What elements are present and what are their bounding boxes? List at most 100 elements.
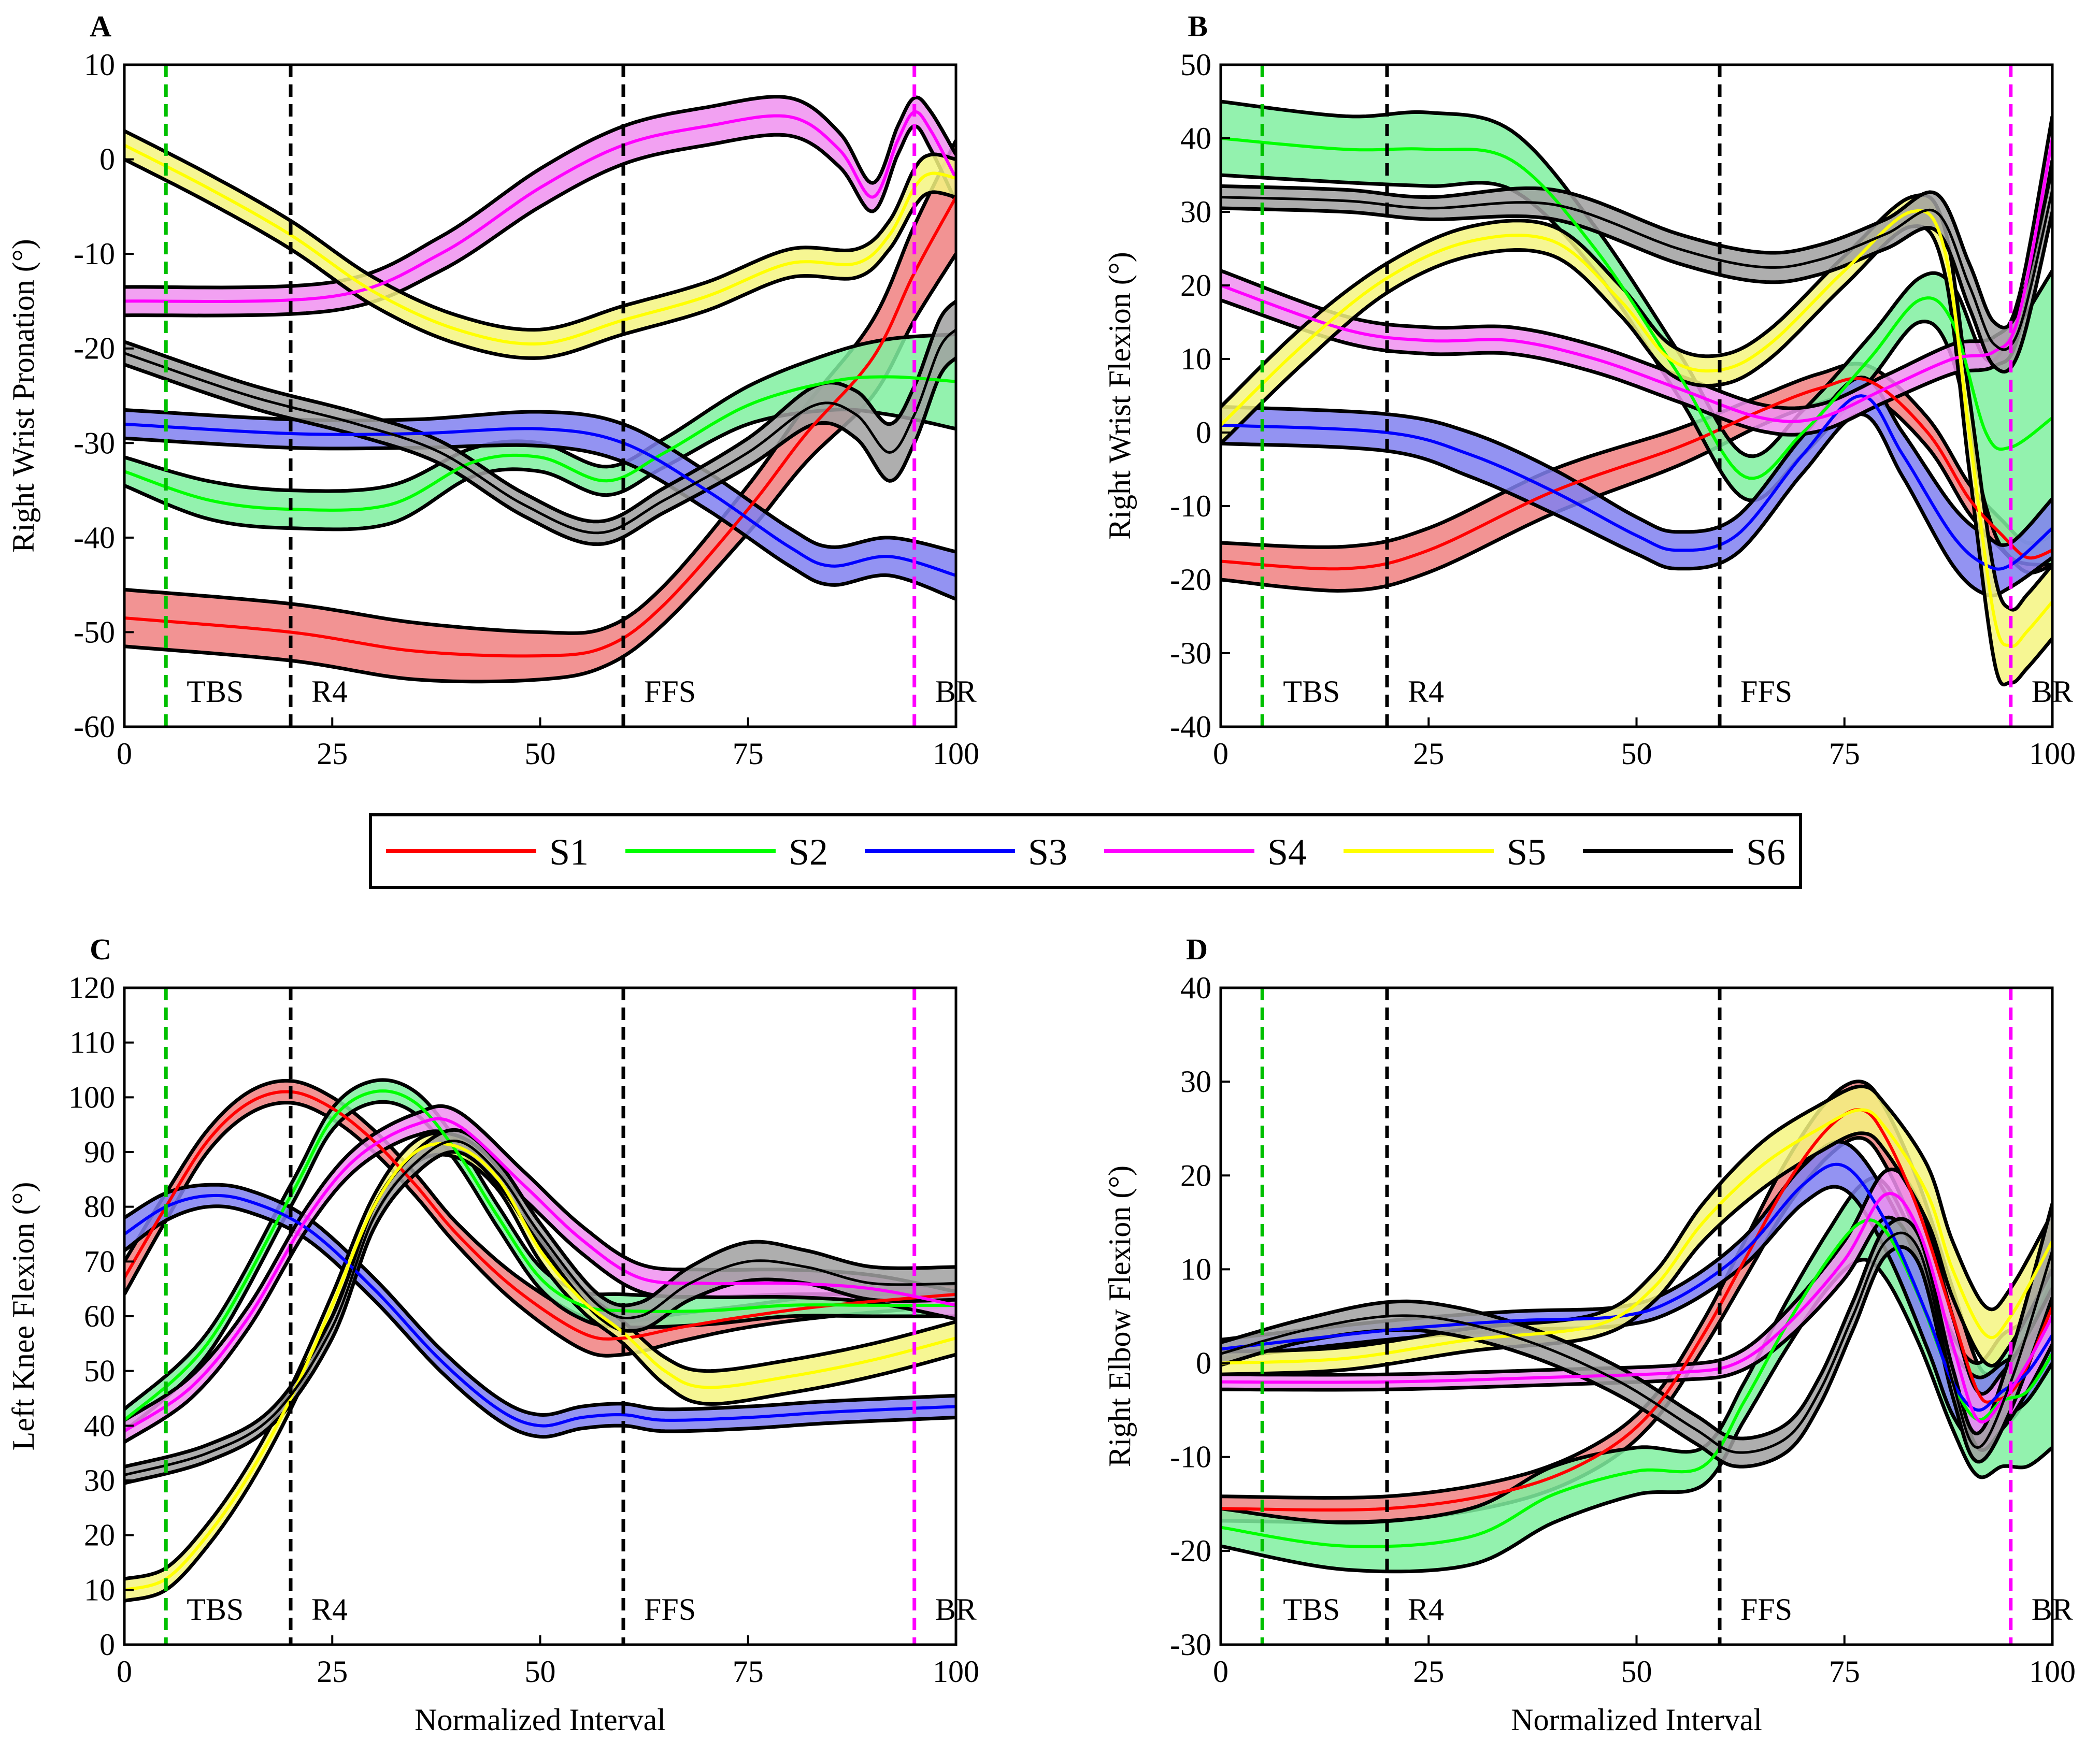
y-tick-label: 110 <box>69 1026 115 1060</box>
panel-letter: D <box>1186 932 1208 966</box>
mean-line-s6 <box>124 328 956 535</box>
x-tick-label: 75 <box>733 737 764 771</box>
legend-label: S6 <box>1746 831 1785 873</box>
y-tick-label: 60 <box>84 1299 115 1333</box>
x-tick-label: 100 <box>2029 1654 2076 1689</box>
legend-entry-s1: S1 <box>386 831 589 873</box>
band-lower-edge-s6 <box>1221 1245 2052 1469</box>
band-s6 <box>124 1130 956 1484</box>
band-s4 <box>1221 116 2052 435</box>
band-upper-edge-s3 <box>1221 1140 2052 1379</box>
band-lower-edge-s5 <box>124 157 956 360</box>
legend-entry-s6: S6 <box>1583 831 1785 873</box>
event-label-ffs: FFS <box>644 674 696 709</box>
event-label-tbs: TBS <box>187 1592 244 1627</box>
y-tick-label: 50 <box>84 1354 115 1388</box>
mean-line-s1 <box>1221 1108 2052 1512</box>
x-tick-label: 25 <box>317 737 348 771</box>
band-lower-edge-s3 <box>124 1204 956 1439</box>
legend-entry-s3: S3 <box>865 831 1067 873</box>
y-tick-label: -50 <box>74 615 115 649</box>
band-s1 <box>1221 364 2052 591</box>
band-upper-edge-s3 <box>124 1183 956 1417</box>
y-tick-label: 80 <box>84 1190 115 1224</box>
legend: S1 S2 S3 S4 S5 S6 <box>369 813 1802 889</box>
series-group <box>1221 1080 2052 1574</box>
band-s3 <box>1221 377 2052 596</box>
x-tick-label: 25 <box>1413 1654 1444 1689</box>
y-tick-label: -30 <box>1170 1628 1211 1662</box>
mean-line-s5 <box>1221 209 2052 648</box>
y-tick-label: 10 <box>1180 1252 1211 1286</box>
x-tick-label: 0 <box>117 737 132 771</box>
band-lower-edge-s1 <box>124 1101 956 1358</box>
panel-c: TBS R4 FFS BR0 25 50 75 10001020304050607080901… <box>6 932 979 1737</box>
mean-line-s4 <box>1221 1192 2052 1424</box>
legend-label: S4 <box>1267 831 1307 873</box>
panel-letter: A <box>90 9 111 43</box>
band-lower-edge-s6 <box>1221 206 2052 374</box>
y-tick-label: 0 <box>99 1628 115 1662</box>
y-tick-label: -10 <box>1170 489 1211 523</box>
band-upper-edge-s5 <box>124 129 956 332</box>
x-tick-label: 25 <box>317 1654 348 1689</box>
band-upper-edge-s5 <box>1221 193 2052 612</box>
y-tick-label: 40 <box>1180 121 1211 155</box>
mean-line-s6 <box>1221 1231 2052 1454</box>
event-label-tbs: TBS <box>1283 1592 1340 1627</box>
x-tick-label: 75 <box>1829 1654 1860 1689</box>
y-tick-label: 0 <box>1196 415 1211 450</box>
mean-line-s4 <box>1221 138 2052 423</box>
band-upper-edge-s4 <box>124 95 956 290</box>
y-axis-label: Left Knee Flexion (°) <box>6 1182 40 1451</box>
band-lower-edge-s2 <box>124 1100 956 1433</box>
y-tick-label: 10 <box>1180 342 1211 376</box>
x-tick-label: 50 <box>1621 1654 1652 1689</box>
event-label-r4: R4 <box>1408 1592 1444 1627</box>
mean-line-s6 <box>124 1139 956 1476</box>
band-upper-edge-s2 <box>124 332 956 493</box>
band-s5 <box>124 1132 956 1601</box>
x-tick-label: 50 <box>525 737 556 771</box>
band-upper-edge-s6 <box>124 299 956 524</box>
x-tick-label: 50 <box>525 1654 556 1689</box>
y-axis-label: Right Elbow Flexion (°) <box>1103 1166 1137 1467</box>
mean-line-s3 <box>124 422 956 577</box>
y-axis-label: Right Wrist Pronation (°) <box>6 239 40 552</box>
event-label-r4: R4 <box>311 1592 348 1627</box>
band-s1 <box>124 1081 956 1356</box>
panel-letter: B <box>1188 9 1208 43</box>
y-tick-label: -30 <box>1170 636 1211 670</box>
band-lower-edge-s5 <box>124 1153 956 1603</box>
y-tick-label: 40 <box>84 1408 115 1443</box>
legend-label: S2 <box>789 831 828 873</box>
legend-entry-s2: S2 <box>625 831 828 873</box>
band-s2 <box>124 334 956 529</box>
y-tick-label: -40 <box>74 521 115 555</box>
x-tick-label: 0 <box>117 1654 132 1689</box>
legend-entry-s5: S5 <box>1344 831 1546 873</box>
x-axis-label: Normalized Interval <box>415 1703 666 1737</box>
y-tick-label: 10 <box>84 1573 115 1607</box>
event-label-tbs: TBS <box>1283 674 1340 709</box>
panel-letter: C <box>90 932 111 966</box>
mean-line-s2 <box>1221 1218 2052 1548</box>
y-tick-label: -20 <box>1170 563 1211 597</box>
panels: TBS R4 FFS BR0 25 50 75 100-60-50-40-30-20-1001… <box>6 9 2076 1737</box>
series-group <box>1221 99 2052 687</box>
event-label-ffs: FFS <box>644 1592 696 1627</box>
y-tick-label: 0 <box>99 142 115 177</box>
y-tick-label: -10 <box>1170 1440 1211 1474</box>
y-tick-label: 20 <box>84 1518 115 1552</box>
panel-b: TBS R4 FFS BR0 25 50 75 100-40-30-20-1001020304… <box>1103 9 2076 771</box>
band-upper-edge-s1 <box>124 139 956 635</box>
band-lower-edge-s3 <box>124 436 956 601</box>
y-tick-label: 10 <box>84 48 115 82</box>
y-tick-label: 120 <box>68 971 115 1005</box>
y-axis-label: Right Wrist Flexion (°) <box>1103 252 1137 539</box>
mean-line-s1 <box>1221 377 2052 571</box>
mean-line-s2 <box>1221 137 2052 480</box>
x-tick-label: 100 <box>933 1654 979 1689</box>
y-tick-label: 20 <box>1180 268 1211 303</box>
